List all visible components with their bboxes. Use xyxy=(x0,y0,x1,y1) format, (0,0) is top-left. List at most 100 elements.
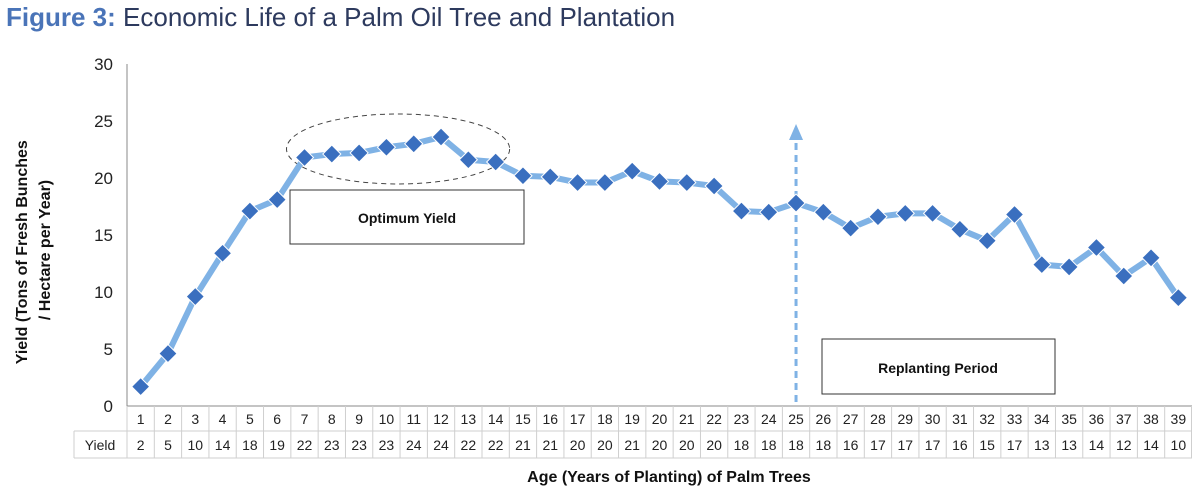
x-tick-label: 28 xyxy=(870,411,886,427)
data-point-marker xyxy=(485,152,506,172)
table-yield-value: 12 xyxy=(1116,437,1132,453)
data-point-marker xyxy=(786,193,806,213)
figure-title: Figure 3: Economic Life of a Palm Oil Tr… xyxy=(6,2,675,33)
table-yield-value: 17 xyxy=(1007,437,1023,453)
data-point-marker xyxy=(349,143,369,163)
table-yield-value: 23 xyxy=(379,437,395,453)
data-point-marker xyxy=(1004,204,1025,225)
table-yield-value: 22 xyxy=(461,437,477,453)
data-point-marker xyxy=(622,161,642,181)
y-axis-title-line-2: / Hectare per Year) xyxy=(37,180,54,320)
data-point-marker xyxy=(595,172,615,193)
table-yield-value: 21 xyxy=(515,437,531,453)
table-yield-value: 21 xyxy=(624,437,640,453)
table-yield-value: 17 xyxy=(870,437,886,453)
data-point-marker xyxy=(567,172,588,193)
table-yield-value: 24 xyxy=(433,437,449,453)
optimum-yield-box xyxy=(289,189,525,245)
x-tick-label: 17 xyxy=(570,411,586,427)
data-point-marker xyxy=(185,286,205,307)
data-point-marker xyxy=(130,376,151,397)
x-tick-label: 16 xyxy=(542,411,558,427)
table-yield-value: 18 xyxy=(242,437,258,453)
data-point-marker xyxy=(649,171,670,192)
data-point-marker xyxy=(677,172,697,193)
x-axis-title: Age (Years of Planting) of Palm Trees xyxy=(527,469,811,486)
x-tick-label: 4 xyxy=(219,411,227,427)
figure-number: Figure 3: xyxy=(6,2,116,32)
x-tick-label: 12 xyxy=(433,411,449,427)
data-point-marker xyxy=(813,202,834,222)
x-tick-label: 37 xyxy=(1116,411,1132,427)
table-yield-value: 22 xyxy=(488,437,504,453)
x-tick-label: 31 xyxy=(952,411,968,427)
table-yield-value: 10 xyxy=(187,437,203,453)
data-point-marker xyxy=(759,202,779,222)
data-point-marker xyxy=(840,218,861,238)
table-yield-value: 20 xyxy=(706,437,722,453)
x-tick-label: 5 xyxy=(246,411,254,427)
table-yield-value: 18 xyxy=(816,437,832,453)
y-tick-label: 30 xyxy=(94,55,113,74)
data-point-marker xyxy=(404,134,424,154)
y-axis: 0 5 10 15 20 25 30 xyxy=(94,55,128,416)
y-tick-label: 15 xyxy=(94,226,113,245)
x-tick-label: 34 xyxy=(1034,411,1050,427)
x-tick-label: 32 xyxy=(979,411,995,427)
data-point-marker xyxy=(1086,237,1107,258)
table-yield-value: 14 xyxy=(215,437,231,453)
y-tick-label: 10 xyxy=(94,283,113,302)
table-yield-value: 16 xyxy=(952,437,968,453)
yield-series xyxy=(130,127,1189,397)
x-tick-label: 1 xyxy=(137,411,145,427)
x-tick-label: 23 xyxy=(734,411,750,427)
x-tick-label: 10 xyxy=(379,411,395,427)
table-yield-value: 20 xyxy=(679,437,695,453)
data-point-marker xyxy=(895,203,915,224)
data-point-marker xyxy=(431,127,451,147)
table-yield-value: 20 xyxy=(597,437,613,453)
data-point-marker xyxy=(977,230,997,251)
x-tick-label: 36 xyxy=(1089,411,1105,427)
data-point-marker xyxy=(458,150,479,170)
table-yield-value: 17 xyxy=(925,437,941,453)
data-point-marker xyxy=(294,147,315,168)
x-tick-label: 6 xyxy=(273,411,281,427)
x-tick-label: 39 xyxy=(1171,411,1187,427)
table-yield-value: 19 xyxy=(269,437,285,453)
x-tick-label: 3 xyxy=(191,411,199,427)
table-yield-value: 14 xyxy=(1143,437,1159,453)
table-yield-value: 23 xyxy=(324,437,340,453)
table-row-label: Yield xyxy=(85,437,116,453)
x-tick-label: 2 xyxy=(164,411,172,427)
table-yield-value: 10 xyxy=(1171,437,1187,453)
table-yield-value: 13 xyxy=(1061,437,1077,453)
x-tick-label: 27 xyxy=(843,411,859,427)
table-yield-value: 20 xyxy=(570,437,586,453)
table-yield-value: 20 xyxy=(652,437,668,453)
x-tick-label: 14 xyxy=(488,411,504,427)
x-tick-label: 24 xyxy=(761,411,777,427)
table-yield-value: 23 xyxy=(351,437,367,453)
x-tick-label: 25 xyxy=(788,411,804,427)
data-point-marker xyxy=(950,219,970,240)
y-axis-title: Yield (Tons of Fresh Bunches / Hectare p… xyxy=(14,136,54,364)
replanting-period-label: Replanting Period xyxy=(878,360,998,376)
x-tick-label: 35 xyxy=(1061,411,1077,427)
table-yield-value: 18 xyxy=(761,437,777,453)
table-yield-value: 21 xyxy=(542,437,558,453)
data-point-marker xyxy=(731,201,752,221)
replanting-period-box xyxy=(821,338,1056,395)
y-tick-label: 20 xyxy=(94,169,113,188)
x-tick-label: 33 xyxy=(1007,411,1023,427)
data-point-marker xyxy=(1059,257,1079,277)
data-point-marker xyxy=(240,201,260,221)
data-point-marker xyxy=(540,167,560,187)
data-point-marker xyxy=(267,189,287,210)
data-point-marker xyxy=(376,137,397,157)
x-tick-label: 8 xyxy=(328,411,336,427)
table-yield-value: 18 xyxy=(788,437,804,453)
data-point-marker xyxy=(513,166,533,186)
table-yield-value: 14 xyxy=(1089,437,1105,453)
